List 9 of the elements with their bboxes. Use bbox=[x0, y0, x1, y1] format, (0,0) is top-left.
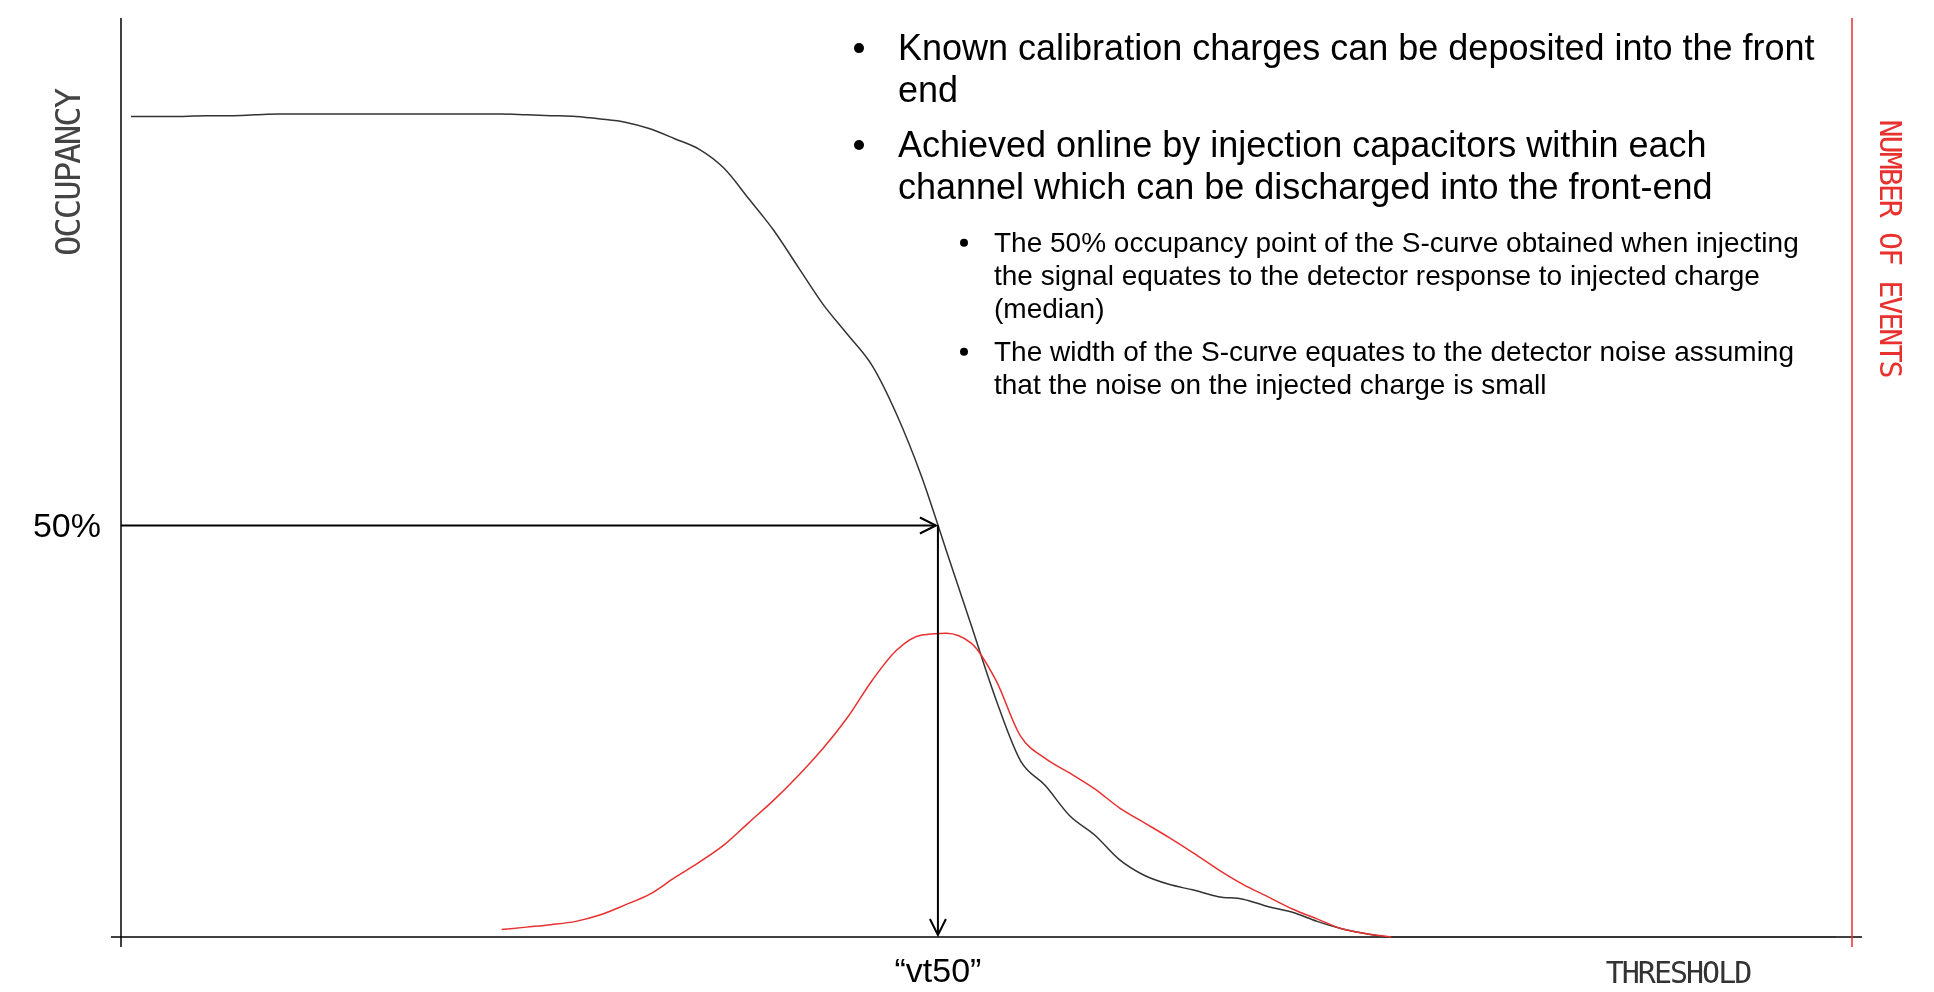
text: “vt50” bbox=[894, 951, 982, 989]
annotation: Achieved online by injection capacitors within each channel which can be discharged into the front-end bbox=[898, 123, 1713, 208]
annotation: The 50% occupancy point of the S-curve obtained when injecting the signal equates to the detector response to injected charge (median) bbox=[994, 226, 1799, 324]
text: 50% bbox=[32, 506, 101, 545]
x-axis-title: THRESHOLD bbox=[1605, 955, 1752, 990]
y2-axis-title: NUMBER OF EVENTS bbox=[1873, 119, 1908, 378]
y-axis-title: OCCUPANCY bbox=[48, 88, 88, 257]
annotation: The width of the S-curve equates to the detector noise assuming that the noise on the injected charge is small bbox=[994, 336, 1795, 401]
text: Known calibration charges can be deposited into the front end bbox=[898, 27, 1815, 111]
